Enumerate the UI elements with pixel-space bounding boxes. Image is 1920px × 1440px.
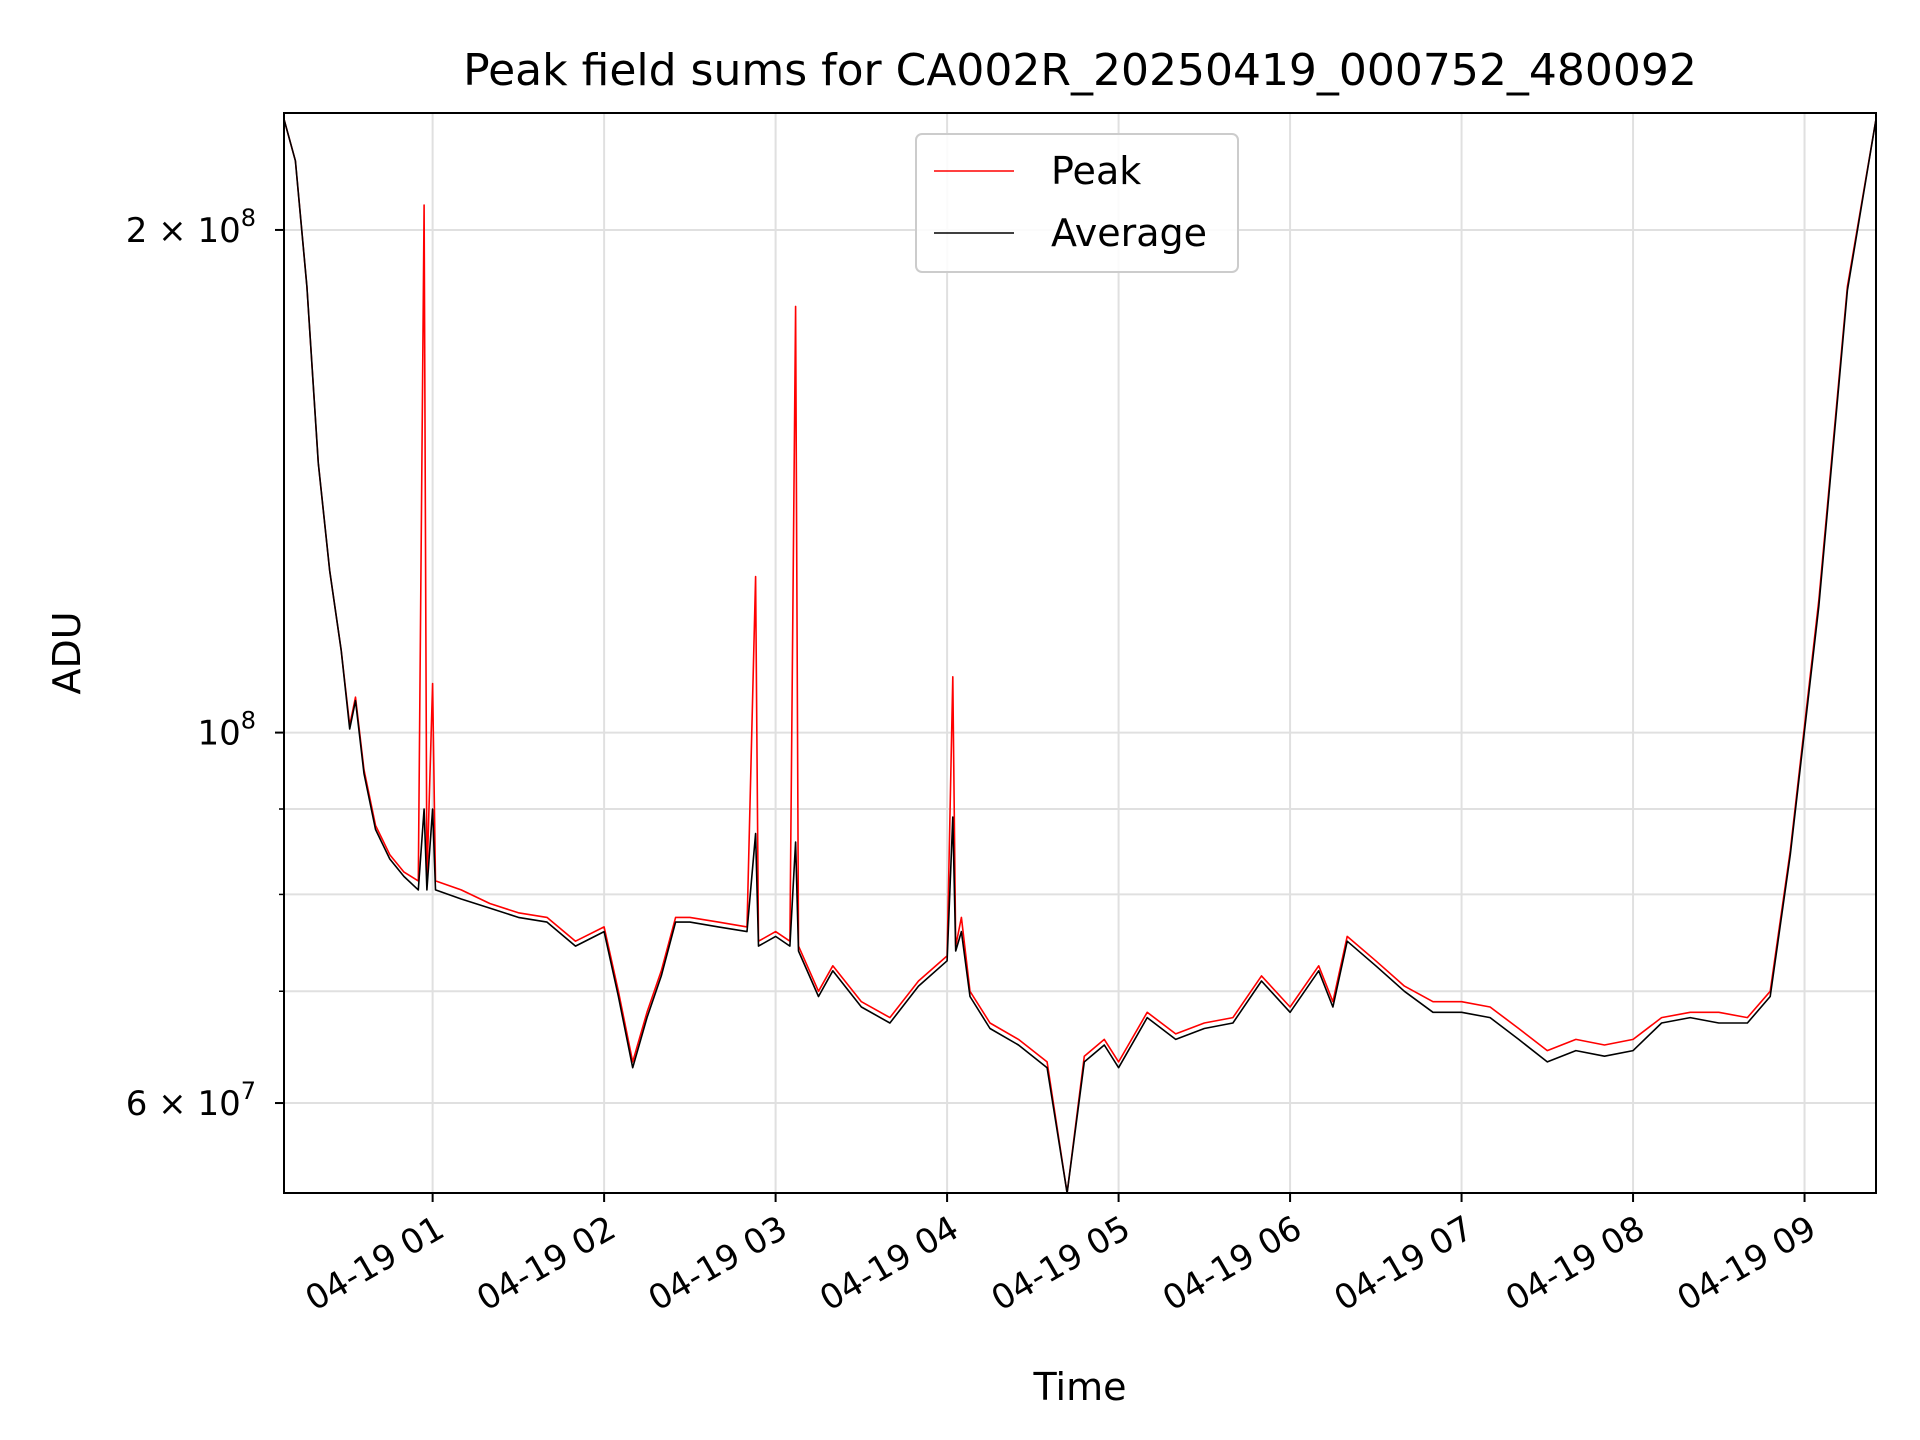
y-tick-base: 2 × 10 <box>126 211 241 251</box>
y-tick-exponent: 8 <box>241 707 256 735</box>
grid <box>284 113 1876 1193</box>
y-axis-label: ADU <box>45 611 89 694</box>
y-tick-label: 108 <box>197 707 256 754</box>
y-tick-label: 6 × 107 <box>126 1077 256 1124</box>
y-tick-exponent: 8 <box>241 204 256 232</box>
legend-box <box>915 133 1239 273</box>
chart-title: Peak field sums for CA002R_20250419_0007… <box>463 45 1697 96</box>
y-tick-label: 2 × 108 <box>126 204 256 251</box>
y-tick-base: 6 × 10 <box>126 1084 241 1124</box>
legend-label-peak: Peak <box>1051 149 1141 193</box>
series-line-peak <box>284 118 1876 1193</box>
series-line-average <box>284 118 1876 1193</box>
series-layer <box>284 118 1876 1193</box>
legend: Peak Average <box>915 133 1239 273</box>
y-tick-base: 10 <box>197 714 240 754</box>
x-axis-label: Time <box>1033 1365 1127 1409</box>
legend-label-average: Average <box>1051 211 1207 255</box>
plot-frame <box>283 112 1877 1194</box>
y-tick-exponent: 7 <box>241 1077 256 1105</box>
